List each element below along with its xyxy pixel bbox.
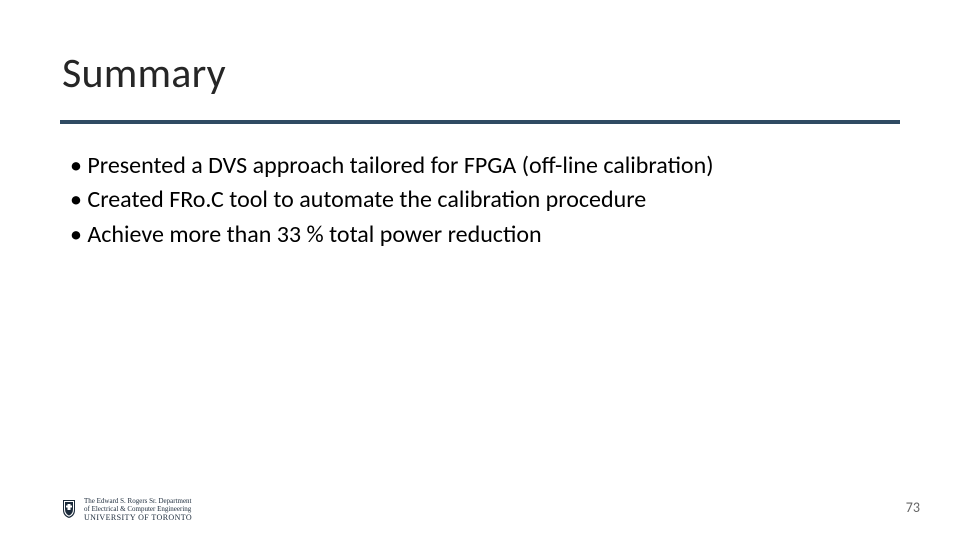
slide: Summary Presented a DVS approach tailore… xyxy=(0,0,960,540)
page-number: 73 xyxy=(906,499,920,516)
slide-title: Summary xyxy=(62,48,226,99)
footer-branding: The Edward S. Rogers Sr. Department of E… xyxy=(62,497,192,522)
slide-body: Presented a DVS approach tailored for FP… xyxy=(70,150,890,253)
uoft-crest-icon xyxy=(62,499,76,519)
footer-line2: of Electrical & Computer Engineering xyxy=(84,505,192,513)
footer-line3: UNIVERSITY OF TORONTO xyxy=(84,513,192,522)
footer-line1: The Edward S. Rogers Sr. Department xyxy=(84,497,192,505)
footer-text: The Edward S. Rogers Sr. Department of E… xyxy=(84,497,192,522)
bullet-item: Created FRo.C tool to automate the calib… xyxy=(70,184,890,216)
bullet-item: Presented a DVS approach tailored for FP… xyxy=(70,150,890,182)
title-rule xyxy=(60,120,900,124)
bullet-item: Achieve more than 33 % total power reduc… xyxy=(70,219,890,251)
